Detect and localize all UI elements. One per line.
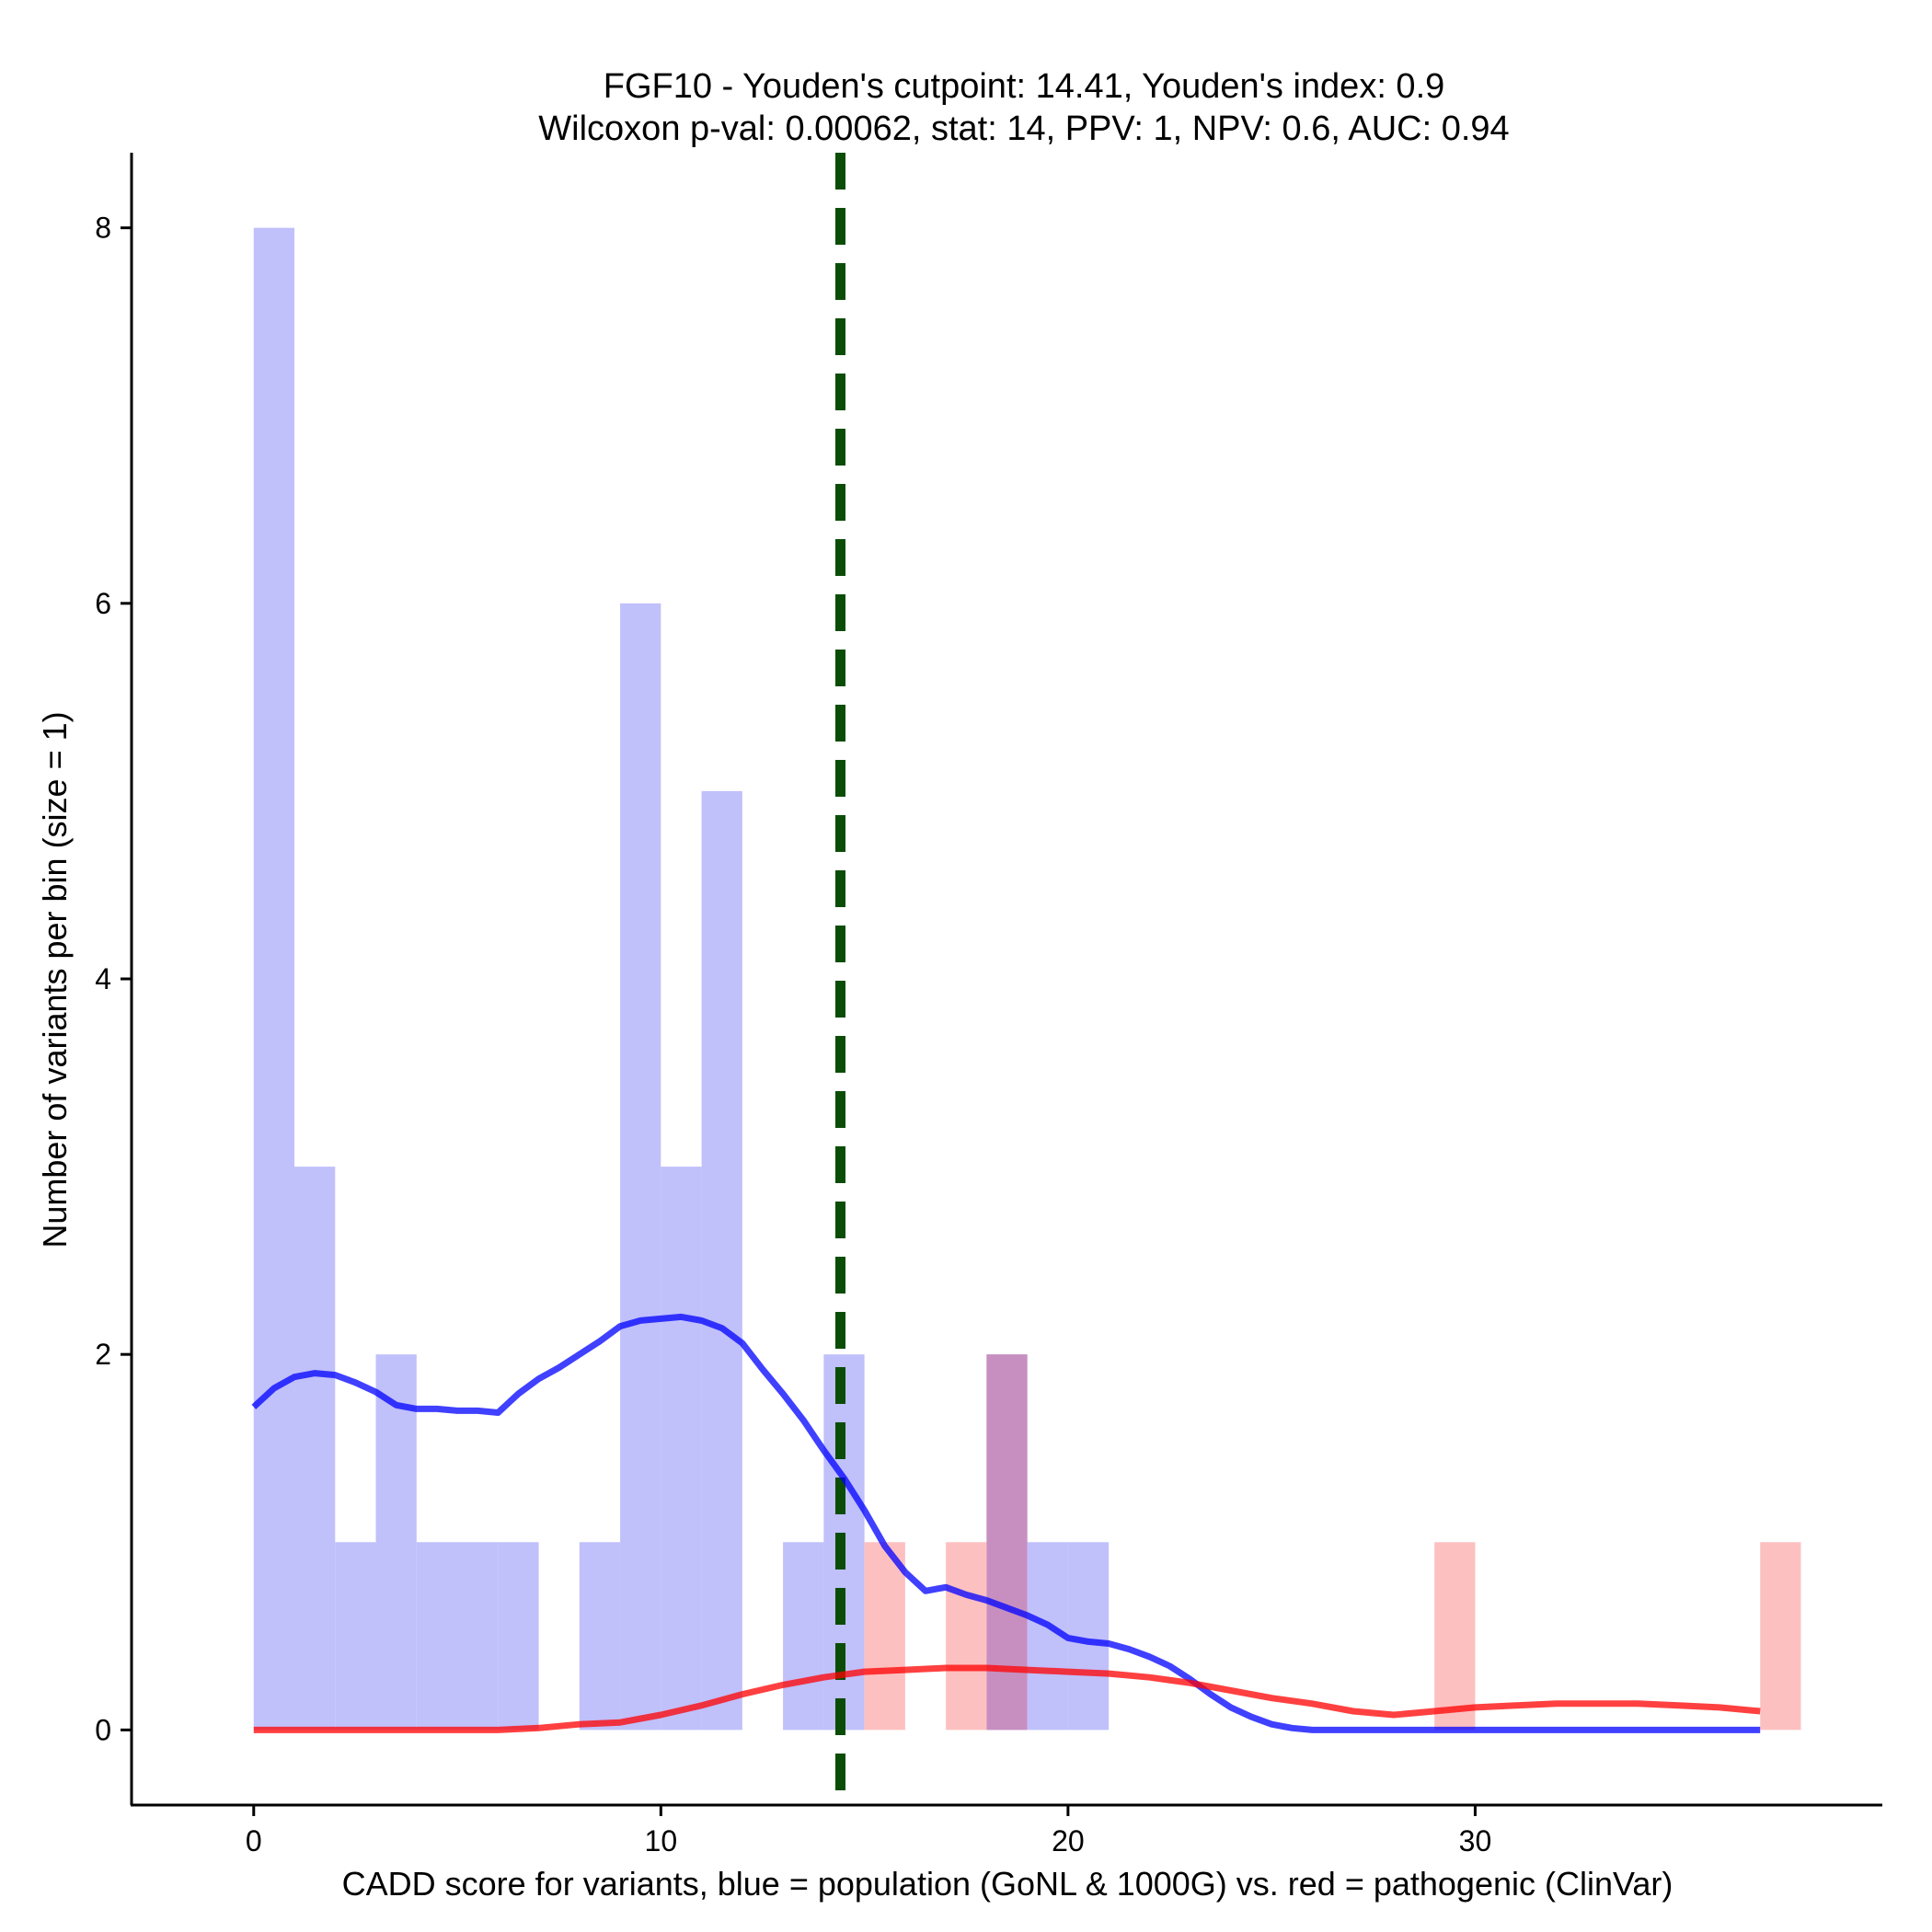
population-bar bbox=[294, 1167, 336, 1731]
x-tick-label: 0 bbox=[246, 1824, 262, 1857]
population-bar bbox=[620, 603, 661, 1731]
overlap-bar bbox=[986, 1354, 1028, 1731]
chart-title: FGF10 - Youden's cutpoint: 14.41, Youden… bbox=[604, 67, 1445, 106]
population-bar bbox=[579, 1542, 621, 1731]
x-axis-label: CADD score for variants, blue = populati… bbox=[342, 1865, 1673, 1903]
y-tick-label: 8 bbox=[95, 212, 111, 245]
x-tick-label: 30 bbox=[1459, 1824, 1492, 1857]
pathogenic-density-curve bbox=[253, 1664, 1761, 1733]
population-density-curve bbox=[251, 1313, 1761, 1733]
y-tick-label: 2 bbox=[95, 1338, 111, 1371]
pathogenic-bar bbox=[1434, 1542, 1476, 1731]
population-bar bbox=[253, 227, 295, 1731]
y-tick-label: 4 bbox=[95, 962, 111, 995]
population-bar bbox=[701, 790, 742, 1731]
y-tick-label: 0 bbox=[95, 1713, 111, 1746]
population-bar bbox=[375, 1354, 417, 1731]
population-bar bbox=[416, 1542, 458, 1731]
y-tick-label: 6 bbox=[95, 587, 111, 620]
pathogenic-bar bbox=[946, 1542, 987, 1731]
population-bar bbox=[457, 1542, 499, 1731]
x-axis-ticks: 0 10 20 30 bbox=[246, 1805, 1491, 1857]
population-bar bbox=[498, 1542, 539, 1731]
x-tick-label: 20 bbox=[1052, 1824, 1085, 1857]
pathogenic-bar bbox=[864, 1542, 905, 1731]
population-bar bbox=[661, 1167, 702, 1731]
chart-subtitle: Wilcoxon p-val: 0.00062, stat: 14, PPV: … bbox=[538, 109, 1509, 148]
pathogenic-bars bbox=[864, 1354, 1801, 1731]
y-axis-label: Number of variants per bin (size = 1) bbox=[36, 711, 74, 1248]
population-bars bbox=[253, 227, 1110, 1731]
population-bar bbox=[335, 1542, 376, 1731]
pathogenic-bar bbox=[1760, 1542, 1801, 1731]
population-bar bbox=[783, 1542, 824, 1731]
y-axis-ticks: 0 2 4 6 8 bbox=[95, 212, 132, 1746]
x-tick-label: 10 bbox=[645, 1824, 678, 1857]
